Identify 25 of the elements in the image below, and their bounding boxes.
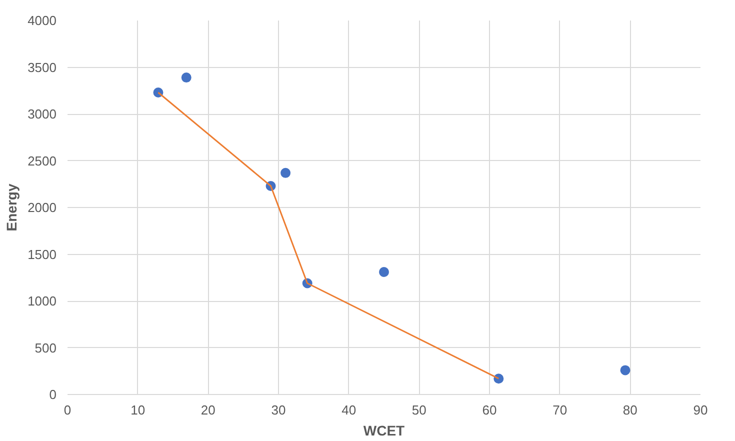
y-tick-label: 2000 xyxy=(28,200,56,215)
x-tick-label: 50 xyxy=(412,402,426,418)
x-tick-label: 60 xyxy=(482,402,497,418)
x-tick-label: 70 xyxy=(552,402,568,418)
y-tick-label: 500 xyxy=(34,340,57,356)
point xyxy=(379,267,389,278)
point xyxy=(620,365,630,376)
y-tick-label: 3500 xyxy=(28,60,56,75)
y-tick-label: 0 xyxy=(49,387,57,402)
y-tick-label: 2500 xyxy=(28,153,56,168)
x-axis-title: WCET xyxy=(363,422,406,438)
point xyxy=(181,72,192,83)
y-tick-label: 4000 xyxy=(28,13,56,28)
x-tick-label: 30 xyxy=(271,402,286,418)
point xyxy=(280,168,291,178)
x-tick-label: 90 xyxy=(693,402,708,418)
x-tick-label: 80 xyxy=(622,402,638,418)
x-tick-label: 20 xyxy=(200,402,216,418)
x-tick-label: 0 xyxy=(64,402,72,418)
y-tick-label: 1000 xyxy=(28,294,56,308)
y-tick-label: 3000 xyxy=(28,106,56,122)
y-tick-label: 1500 xyxy=(28,246,56,262)
x-tick-label: 10 xyxy=(130,402,146,418)
x-tick-label: 40 xyxy=(342,402,356,418)
y-axis-title: Energy xyxy=(4,184,20,232)
